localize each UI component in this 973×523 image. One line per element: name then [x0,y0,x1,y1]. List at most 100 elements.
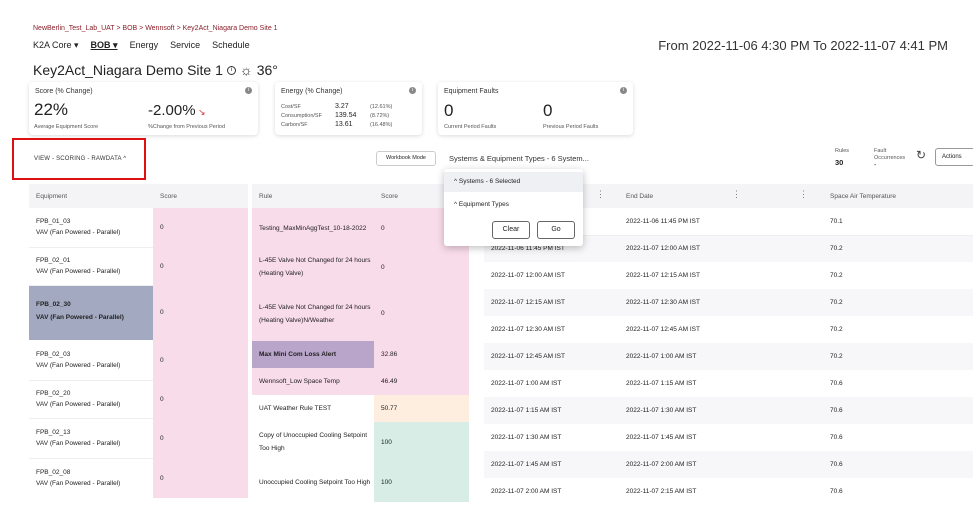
info-icon[interactable]: i [245,87,252,94]
energy-row-label: Carbon/SF [281,122,308,128]
equipment-name: FPB_02_01 [36,257,71,264]
rules-value: 30 [835,158,844,167]
col-equipment[interactable]: Equipment [36,192,68,200]
view-scoring-rawdata-toggle[interactable]: VIEW - SCORING - RAWDATA ^ [34,156,127,162]
end-date: 2022-11-07 1:45 AM IST [626,434,697,441]
breadcrumb[interactable]: NewBerlin_Test_Lab_UAT > BOB > Wennsoft … [33,25,278,32]
start-date: 2022-11-07 2:00 AM IST [491,488,562,495]
info-icon[interactable]: i [409,87,416,94]
kebab-menu-icon[interactable]: ⋮ [596,189,605,199]
col-rule[interactable]: Rule [259,192,273,200]
refresh-icon[interactable]: ↻ [916,148,927,162]
nav-service[interactable]: Service [170,40,201,50]
end-date: 2022-11-07 2:00 AM IST [626,461,697,468]
temperature: 70.6 [830,488,843,495]
temperature: 70.2 [830,326,843,333]
arrow-down-icon: ↘ [195,107,206,117]
table-row[interactable]: Wennsoft_Low Space Temp 46.49 [252,368,469,395]
systems-select[interactable]: Systems & Equipment Types - 6 System... [449,154,589,163]
systems-group[interactable]: ^ Systems - 6 Selected [444,172,583,192]
col-space-air-temperature[interactable]: Space Air Temperature [830,192,896,200]
col-score[interactable]: Score [381,192,398,200]
temperature: 70.2 [830,272,843,279]
table-row[interactable]: 2022-11-06 11:45 PM IST 2022-11-07 12:00… [484,235,973,262]
rules-label: Rules [835,148,850,154]
info-icon[interactable]: i [226,65,236,75]
start-date: 2022-11-07 12:45 AM IST [491,353,565,360]
score-change: -2.00% ↘ [148,102,206,119]
rule-name: Max Mini Com Loss Alert [252,341,374,368]
end-date: 2022-11-06 11:45 PM IST [626,217,700,225]
table-row[interactable]: 2022-11-07 12:30 AM IST 2022-11-07 12:45… [484,316,973,343]
clear-button[interactable]: Clear [492,221,530,239]
table-row[interactable]: Unoccupied Cooling Setpoint Too High 100 [252,462,469,502]
rule-name: Wennsoft_Low Space Temp [252,368,374,395]
table-row[interactable]: 2022-11-07 12:00 AM IST 2022-11-07 12:15… [484,262,973,289]
score-cell: 0 [153,340,248,380]
start-date: 2022-11-07 12:15 AM IST [491,299,565,306]
energy-row-label: Cost/SF [281,104,301,110]
workbook-mode-button[interactable]: Workbook Mode [376,151,436,166]
go-button[interactable]: Go [537,221,575,239]
table-row[interactable]: 2022-11-07 2:00 AM IST 2022-11-07 2:15 A… [484,478,973,505]
score-cell: 0 [374,286,469,341]
rule-name: Copy of Unoccupied Cooling Setpoint Too … [252,422,374,462]
end-date: 2022-11-07 12:45 AM IST [626,326,700,333]
page-title: Key2Act_Niagara Demo Site 1 i ☼ 36° [33,62,278,78]
kebab-menu-icon[interactable]: ⋮ [732,189,741,199]
table-row[interactable]: L-45E Valve Not Changed for 24 hours (He… [252,248,469,286]
table-row[interactable]: FPB_02_13 VAV (Fan Powered - Parallel) 0 [29,418,248,459]
table-row[interactable]: 2022-11-07 12:45 AM IST 2022-11-07 1:00 … [484,343,973,370]
energy-row-label: Consumption/SF [281,113,322,119]
table-row[interactable]: FPB_02_08 VAV (Fan Powered - Parallel) 0 [29,458,248,498]
table-row-selected[interactable]: FPB_02_30 VAV (Fan Powered - Parallel) 0 [29,285,248,340]
current-faults: 0 [444,101,454,120]
score-cell: 0 [374,248,469,286]
score-cell: 0 [153,458,248,498]
table-row[interactable]: Copy of Unoccupied Cooling Setpoint Too … [252,422,469,462]
temperature: 70.2 [830,299,843,306]
temperature: 70.2 [830,353,843,360]
equipment-type: VAV (Fan Powered - Parallel) [36,480,121,488]
table-row[interactable]: 2022-11-07 1:45 AM IST 2022-11-07 2:00 A… [484,451,973,478]
equipment-type: VAV (Fan Powered - Parallel) [36,401,121,408]
table-row[interactable]: 2022-11-07 12:15 AM IST 2022-11-07 12:30… [484,289,973,316]
table-row[interactable]: Testing_MaxMinAggTest_10-18-2022 0 [252,208,469,248]
faults-card: Equipment Faults i 0 Current Period Faul… [438,82,633,135]
score-cell: 0 [153,247,248,285]
rule-name: UAT Weather Rule TEST [252,395,374,422]
table-row[interactable]: L-45E Valve Not Changed for 24 hours (He… [252,286,469,341]
energy-card: Energy (% Change) i Cost/SF 3.27 (12.61%… [275,82,422,135]
weather-temp: 36° [256,62,278,78]
col-end-date[interactable]: End Date [626,192,654,200]
col-score[interactable]: Score [160,192,177,200]
actions-button[interactable]: Actions [935,148,973,166]
table-row[interactable]: FPB_02_20 VAV (Fan Powered - Parallel) 0 [29,380,248,419]
start-date: 2022-11-07 12:30 AM IST [491,326,565,333]
score-change-label: %Change from Previous Period [148,124,226,130]
energy-row-value: 3.27 [335,103,349,110]
nav-k2a-core[interactable]: K2A Core ▾ [33,40,79,50]
table-row[interactable]: FPB_02_01 VAV (Fan Powered - Parallel) 0 [29,247,248,286]
temperature: 70.6 [830,434,843,441]
table-row[interactable]: 2022-11-07 1:00 AM IST 2022-11-07 1:15 A… [484,370,973,397]
previous-faults: 0 [543,101,553,120]
table-row[interactable]: 2022-11-07 1:15 AM IST 2022-11-07 1:30 A… [484,397,973,424]
table-row[interactable]: FPB_01_03 VAV (Fan Powered - Parallel) 0 [29,208,248,248]
info-icon[interactable]: i [620,87,627,94]
fault-occurrences-label: Fault Occurrences - [874,148,906,169]
kebab-menu-icon[interactable]: ⋮ [799,189,808,199]
nav-energy[interactable]: Energy [129,40,159,50]
card-title: Energy (% Change) [281,88,343,95]
site-title: Key2Act_Niagara Demo Site 1 [33,62,223,78]
nav-bob[interactable]: BOB ▾ [90,40,118,50]
equipment-type: VAV (Fan Powered - Parallel) [36,361,121,369]
table-row[interactable]: FPB_02_03 VAV (Fan Powered - Parallel) 0 [29,340,248,381]
equipment-types-group[interactable]: ^ Equipment Types [454,201,509,208]
table-row-highlighted[interactable]: Max Mini Com Loss Alert 32.86 [252,341,469,368]
table-row[interactable]: UAT Weather Rule TEST 50.77 [252,395,469,422]
view-highlight-box [12,138,146,180]
nav-schedule[interactable]: Schedule [212,40,250,50]
rule-name: L-45E Valve Not Changed for 24 hours (He… [252,286,374,341]
table-row[interactable]: 2022-11-07 1:30 AM IST 2022-11-07 1:45 A… [484,424,973,451]
